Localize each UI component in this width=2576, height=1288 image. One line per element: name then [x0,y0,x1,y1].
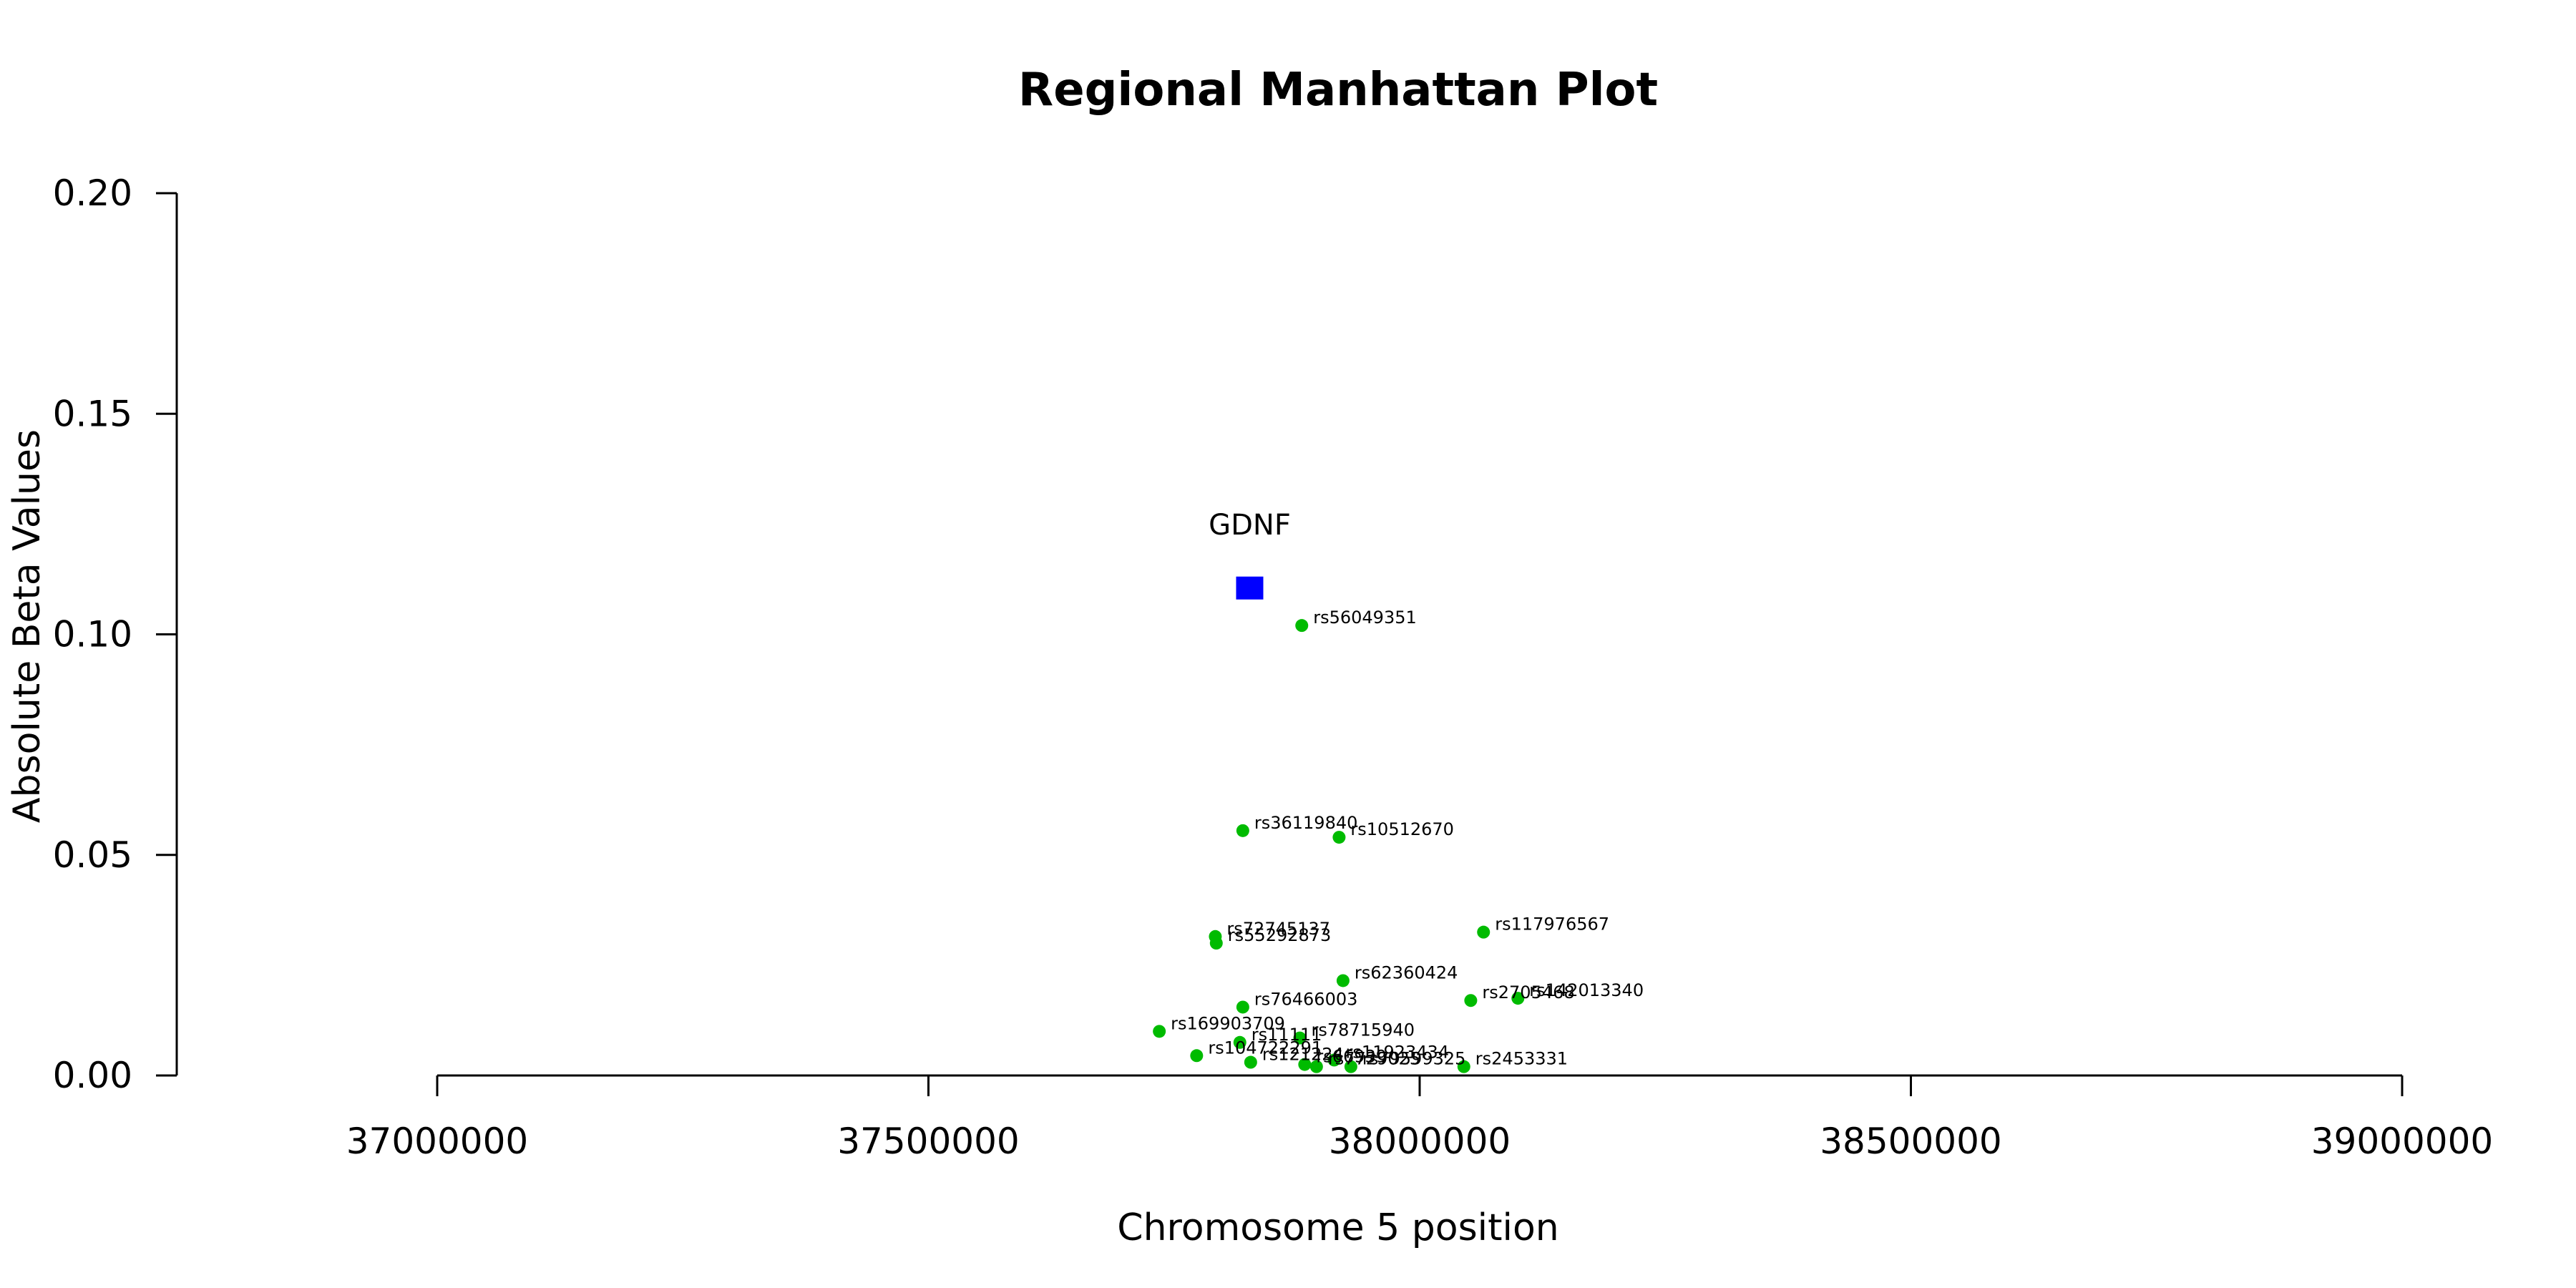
snp-point [1236,1000,1249,1014]
x-axis-ticks: 37000000 37500000 38000000 38500000 39000000 [346,1075,2494,1162]
snp-point [1233,1035,1246,1049]
x-tick-label: 37500000 [837,1121,1020,1162]
snp-label: rs7729025 [1328,1049,1420,1069]
snp-label: rs10512670 [1350,819,1454,839]
snp-label: rs121224 [1262,1045,1344,1065]
snp-point [1344,1060,1357,1073]
x-tick-label: 38000000 [1329,1121,1511,1162]
snp-point [1236,824,1249,837]
snp-label: rs78715940 [1311,1020,1415,1040]
snp-label: rs62360424 [1355,962,1458,982]
snp-label: rs66939 [1316,1047,1387,1067]
snp-point [1332,831,1346,844]
snp-label: rs104722291 [1208,1038,1322,1058]
y-axis-title: Absolute Beta Values [6,429,49,823]
snp-point [1244,1055,1257,1069]
x-tick-label: 38500000 [1820,1121,2002,1162]
y-tick-label: 0.05 [53,834,132,876]
snp-label: rs11923434 [1346,1042,1450,1062]
snp-label: rs2453331 [1475,1049,1568,1069]
snp-label: rs76466003 [1254,989,1358,1009]
snp-label: rs142013340 [1529,980,1644,1000]
y-tick-label: 0.00 [53,1055,132,1096]
snp-point [1336,974,1350,987]
snp-point [1298,1058,1312,1071]
snp-label: rs55292873 [1228,925,1332,945]
snp-point [1477,925,1491,939]
snp-label: rs56049351 [1313,608,1417,628]
y-tick-label: 0.15 [53,393,132,434]
y-axis-ticks: 0.00 0.05 0.10 0.15 0.20 [53,172,177,1096]
chart-title: Regional Manhattan Plot [1018,64,1658,117]
snp-points [1153,619,1525,1073]
snp-point [1153,1025,1166,1038]
snp-point [1190,1049,1204,1063]
snp-point [1511,992,1525,1005]
snp-point [1327,1053,1341,1067]
y-tick-label: 0.10 [53,614,132,655]
snp-point [1309,1060,1323,1073]
snp-label: rs117976567 [1495,914,1609,935]
x-axis-title: Chromosome 5 position [1117,1206,1558,1249]
snp-label: rs2705468 [1482,982,1574,1002]
gene-label: GDNF [1209,509,1291,542]
snp-label: rs169903709 [1171,1013,1285,1033]
snp-point [1209,937,1223,950]
snp-label: rs36119840 [1254,813,1358,833]
snp-point [1293,1031,1307,1045]
snp-label: rs72745137 [1226,919,1330,939]
y-tick-label: 0.20 [53,172,132,214]
x-tick-label: 39000000 [2311,1121,2494,1162]
x-tick-label: 37000000 [346,1121,529,1162]
snp-label: rs79599325 [1362,1049,1466,1069]
snp-point [1295,619,1309,633]
gene-marker-gdnf [1236,576,1264,600]
snp-label: rs11111 [1252,1025,1322,1045]
snp-point [1457,1060,1470,1073]
snp-point [1464,994,1478,1008]
